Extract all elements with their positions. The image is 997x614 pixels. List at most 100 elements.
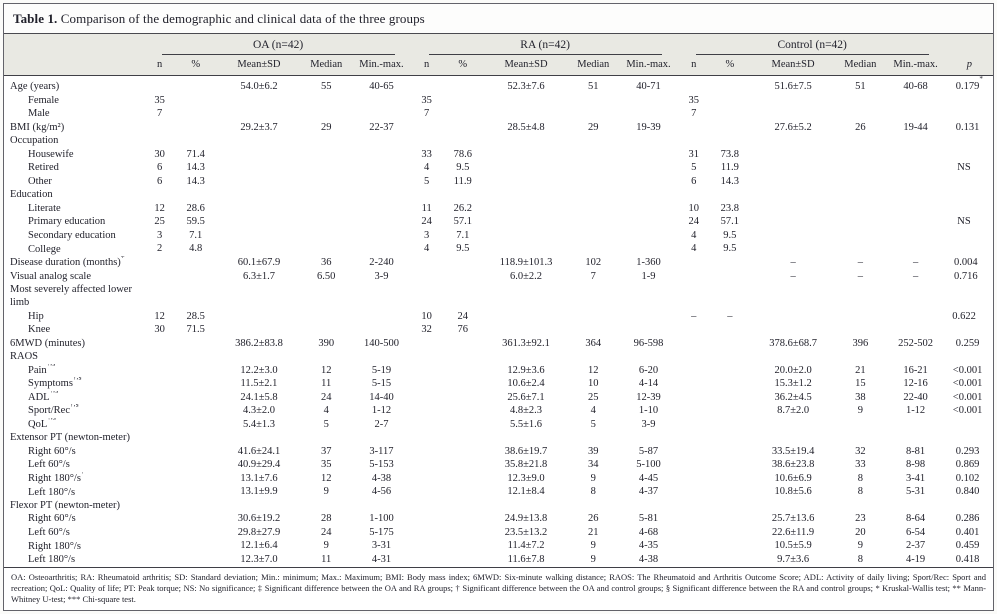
cell (442, 270, 484, 284)
cell (442, 485, 484, 499)
cell (484, 323, 568, 337)
cell: 7 (691, 108, 697, 120)
row-label: Age (years) (10, 81, 60, 93)
cell (709, 445, 751, 459)
cell (751, 431, 835, 444)
p-value-cell: <0.001* (946, 391, 993, 405)
p-value-cell: 0.131* (946, 121, 993, 135)
cell (412, 337, 442, 351)
cell (301, 350, 351, 363)
row-label: Other (28, 175, 52, 187)
cell: 9 (323, 486, 329, 498)
cell: 12.1±8.4 (507, 486, 545, 498)
cell (618, 107, 678, 121)
significance-marker: * (979, 526, 983, 529)
row-label: Retired (28, 162, 59, 174)
cell: 28.6 (186, 202, 205, 214)
cell (442, 134, 484, 147)
cell (709, 134, 751, 147)
cell (618, 350, 678, 363)
cell (709, 188, 751, 201)
cell: 35 (154, 94, 165, 106)
p-value-cell: 0.286* (946, 512, 993, 526)
cell: 52.3±7.6 (507, 81, 545, 92)
cell (679, 526, 709, 540)
cell (709, 76, 751, 94)
cell: 5 (323, 418, 329, 430)
significance-marker: †,§ (47, 364, 56, 367)
cell: 5-153 (369, 459, 394, 471)
cell: 5-175 (369, 526, 394, 538)
cell (618, 310, 678, 324)
cell (484, 94, 568, 108)
row-label: Primary education (28, 216, 106, 228)
cell: 11 (321, 554, 332, 566)
cell (351, 215, 411, 229)
cell: 4-19 (905, 554, 926, 566)
cell (175, 121, 217, 135)
cell (568, 499, 618, 512)
cell: 6.0±2.2 (510, 270, 543, 282)
cell: 378.6±68.7 (769, 337, 817, 349)
cell (484, 283, 568, 309)
cell: 11 (321, 378, 332, 390)
cell (709, 121, 751, 135)
cell (442, 107, 484, 121)
cell: 6 (156, 162, 163, 174)
section-row: Most severely affected lower limb (4, 283, 993, 309)
row-label: Hip (28, 310, 44, 322)
cell (442, 377, 484, 391)
cell (217, 161, 301, 175)
p-value-cell: <0.001* (946, 364, 993, 378)
comparison-table: OA (n=42) RA (n=42) Control (n=42) n% Mean±S… (4, 33, 993, 567)
cell (412, 270, 442, 284)
cell (618, 229, 678, 243)
cell (412, 472, 442, 486)
cell (709, 107, 751, 121)
cell: 23.5±13.2 (504, 526, 548, 538)
cell: 7.1 (189, 229, 203, 241)
cell: 140-500 (363, 337, 399, 349)
subcolumn-header: n (678, 56, 709, 76)
cell: 25 (588, 391, 599, 403)
row-label: BMI (kg/m²) (10, 121, 65, 133)
row-label: Disease duration (months)‡ (4, 256, 145, 270)
cell: 14.3 (186, 175, 205, 187)
cell: 24 (457, 310, 469, 322)
table-row: BMI (kg/m²) 29.2±3.7 29 22-37 28.5±4.8 29 19-3… (4, 121, 993, 135)
cell (885, 215, 945, 229)
cell: 23.8 (720, 202, 740, 214)
cell (709, 512, 751, 526)
cell: 22-37 (369, 121, 394, 133)
cell (301, 134, 351, 147)
cell (145, 134, 175, 147)
table-1-box: Table 1. Comparison of the demographic a… (3, 3, 994, 611)
cell (217, 242, 301, 256)
cell: 36 (320, 256, 332, 268)
cell: 19-39 (636, 121, 661, 133)
cell: 24 (320, 391, 332, 403)
cell (709, 283, 751, 309)
cell: 14.3 (186, 162, 205, 174)
cell: 9.5 (456, 243, 470, 255)
cell: 12 (154, 202, 165, 214)
significance-marker: †,§ (73, 377, 82, 380)
significance-marker: * (979, 337, 983, 340)
table-row: Symptoms†,§ 11.5±2.1 11 5-15 10.6±2.4 10 4-14 1… (4, 377, 993, 391)
table-row: College 2 4.8 4 9.5 4 9.5 (4, 242, 993, 256)
cell (412, 76, 442, 94)
p-value-cell: 0.418* (946, 553, 993, 567)
cell (679, 512, 709, 526)
significance-marker: * (979, 121, 983, 124)
table-row: Right 180°/s† 13.1±7.6 12 4-38 12.3±9.0 9 4-45… (4, 472, 993, 486)
cell (568, 188, 618, 201)
cell (751, 175, 835, 189)
cell (751, 215, 835, 229)
cell (484, 188, 568, 201)
cell (442, 472, 484, 486)
cell: 2-7 (374, 418, 389, 430)
section-row: RAOS (4, 350, 993, 363)
table-footnote: OA: Osteoarthritis; RA: Rheumatoid arthr… (4, 566, 993, 610)
table-row: Housewife 30 71.4 33 78.6 31 73.8 (4, 148, 993, 162)
cell (351, 107, 411, 121)
